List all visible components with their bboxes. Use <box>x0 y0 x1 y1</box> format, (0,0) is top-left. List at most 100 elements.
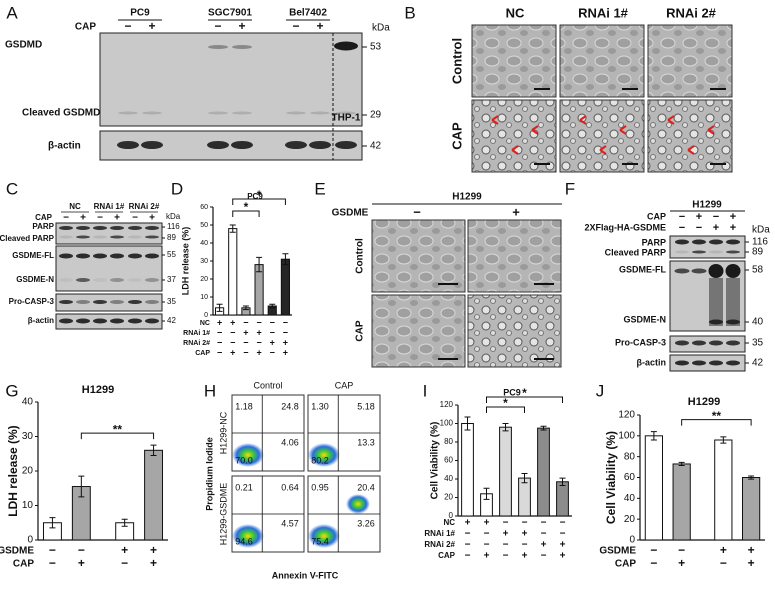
mark: − <box>217 327 222 337</box>
micrograph <box>467 294 562 368</box>
band-label: Cleaved PARP <box>0 234 55 243</box>
bar <box>742 477 761 541</box>
mark: + <box>503 529 509 540</box>
error-bar <box>521 472 528 484</box>
kda-marker: 35 <box>167 297 176 306</box>
mark: + <box>217 317 222 327</box>
arrow <box>599 145 607 155</box>
mark: + <box>78 556 85 570</box>
band <box>145 278 159 282</box>
band <box>76 253 90 259</box>
kda-marker: 42 <box>752 358 764 369</box>
mark: + <box>230 347 235 357</box>
band <box>709 340 723 346</box>
mark: − <box>679 222 685 234</box>
significance-bracket <box>486 406 525 414</box>
mark: + <box>748 556 755 570</box>
quadrant-value: 1.30 <box>311 401 329 411</box>
group-label: RNAi 1# <box>94 202 125 211</box>
band <box>726 340 740 346</box>
panel-letter: B <box>404 3 415 22</box>
error-bar <box>559 477 566 486</box>
y-tick-label: 20 <box>444 493 453 502</box>
error-bar <box>269 303 276 309</box>
y-tick-label: 100 <box>440 419 454 428</box>
significance-bracket <box>681 419 752 426</box>
row-label: H1299-NC <box>218 411 228 454</box>
column-label: − <box>413 204 421 219</box>
mark: − <box>522 518 528 529</box>
band <box>709 239 723 245</box>
band <box>692 250 706 254</box>
kda-marker: 42 <box>167 316 176 325</box>
band <box>93 226 107 230</box>
error-bar <box>282 253 289 266</box>
band <box>675 360 689 366</box>
mark: − <box>49 543 56 557</box>
micrograph <box>559 99 645 173</box>
kda-marker: 42 <box>370 141 382 152</box>
mark: − <box>465 529 471 540</box>
mark: + <box>80 213 86 224</box>
mark: + <box>150 543 157 557</box>
micrograph <box>371 294 466 368</box>
error-bar <box>540 425 547 431</box>
mark: − <box>214 19 221 33</box>
mark: − <box>63 213 69 224</box>
panel-letter: A <box>6 3 18 22</box>
mark: − <box>541 518 547 529</box>
kda-marker: 55 <box>167 250 176 259</box>
band-label: β-actin <box>637 357 667 367</box>
mark: + <box>522 529 528 540</box>
y-tick-label: 0 <box>204 312 208 319</box>
quadrant-value: 0.21 <box>235 482 253 492</box>
chart-title: PC9 <box>503 387 521 397</box>
micrograph <box>371 219 466 293</box>
band <box>118 111 138 115</box>
quadrant-value: 94.6 <box>235 536 253 546</box>
band <box>128 226 142 230</box>
error-bar <box>650 431 657 441</box>
panel-title: H1299 <box>452 192 482 203</box>
blot <box>55 222 163 245</box>
row-label: Control <box>449 38 464 84</box>
y-tick-label: 40 <box>624 493 636 504</box>
quadrant-value: 13.3 <box>357 437 375 447</box>
mark: − <box>283 327 288 337</box>
bar <box>644 435 663 541</box>
row-label: Control <box>355 238 366 274</box>
mark: − <box>217 347 222 357</box>
band <box>76 300 90 304</box>
mark: − <box>270 347 275 357</box>
band <box>709 319 723 325</box>
condition-label: RNAi 1# <box>183 330 210 337</box>
mark: + <box>730 222 736 234</box>
mark: + <box>484 551 490 562</box>
y-axis-label: Cell Viability (%) <box>430 422 441 500</box>
y-axis-label: Cell Viability (%) <box>604 431 618 524</box>
band <box>142 111 162 115</box>
y-tick-label: 50 <box>200 222 208 229</box>
y-tick-label: 20 <box>200 276 208 283</box>
band <box>310 111 330 115</box>
mark: + <box>150 556 157 570</box>
mark: − <box>292 19 299 33</box>
mark: − <box>243 347 248 357</box>
band <box>128 318 142 324</box>
significance: * <box>244 200 249 214</box>
mark: − <box>503 540 509 551</box>
mark: + <box>256 347 261 357</box>
treatment: CAP <box>75 22 96 33</box>
bar <box>537 427 550 517</box>
significance-bracket <box>80 432 155 440</box>
mark: + <box>149 213 155 224</box>
band-label: GSDMD <box>5 40 42 51</box>
arrow <box>491 115 499 125</box>
mark: + <box>121 543 128 557</box>
kda-marker: 37 <box>167 275 176 284</box>
bar <box>461 423 474 517</box>
row-label: H1299-GSDME <box>218 483 228 546</box>
band <box>145 300 159 304</box>
mark: − <box>696 222 702 234</box>
quadrant-value: 4.57 <box>281 518 299 528</box>
